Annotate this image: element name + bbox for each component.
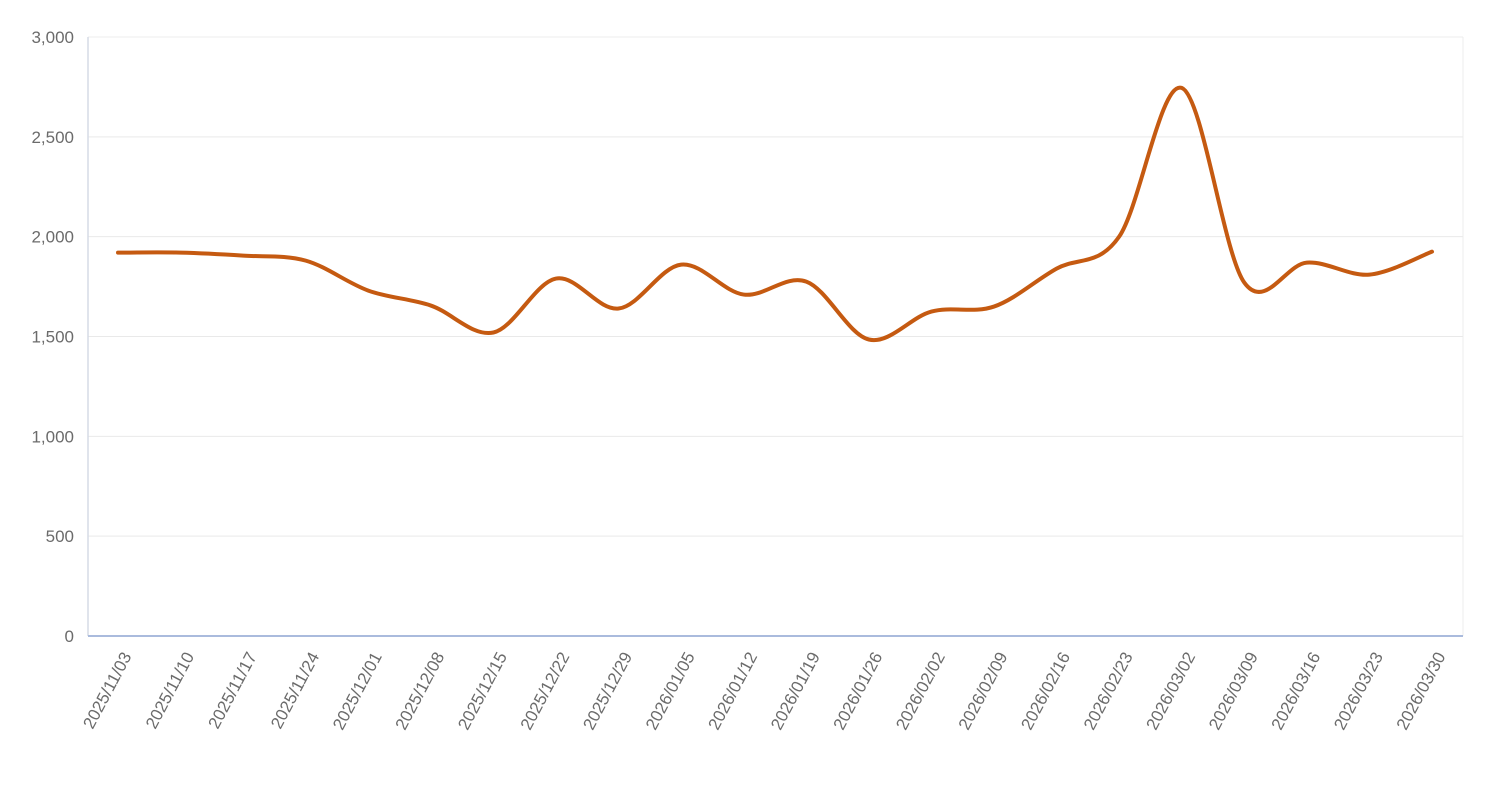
x-tick-label: 2026/01/12 [705,649,762,733]
data-point [1241,280,1247,286]
x-tick-label: 2026/02/02 [892,649,949,733]
data-point [1304,260,1310,266]
series-line [116,85,1434,343]
data-point [1366,272,1372,278]
y-axis-ticks: 0 500 1,000 1,500 2,000 2,500 3,000 [31,28,74,646]
x-tick-label: 2026/03/16 [1268,649,1325,733]
data-point [553,276,559,282]
x-tick-label: 2026/03/09 [1205,649,1262,733]
x-tick-label: 2026/02/09 [955,649,1012,733]
y-tick-label: 2,500 [31,128,74,147]
y-tick-label: 3,000 [31,28,74,47]
data-point [616,306,622,312]
axes [87,36,1464,637]
data-point [928,309,934,315]
data-point [1429,249,1435,255]
y-tick-label: 1,000 [31,427,74,446]
y-tick-label: 0 [65,627,74,646]
x-tick-label: 2025/12/15 [454,649,511,733]
y-tick-label: 1,500 [31,328,74,347]
data-point [240,253,246,259]
data-point [991,304,997,310]
x-tick-label: 2025/12/08 [392,649,449,733]
data-point [490,330,496,336]
data-point [115,250,121,256]
x-tick-label: 2025/12/01 [329,649,386,733]
data-point [1179,85,1185,91]
x-tick-label: 2026/03/02 [1143,649,1200,733]
data-point [1116,234,1122,240]
x-axis-ticks: 2025/11/03 2025/11/10 2025/11/17 2025/11/24… [79,649,1449,733]
data-point [178,250,184,256]
x-tick-label: 2026/03/23 [1330,649,1387,733]
x-tick-label: 2025/12/22 [517,649,574,733]
x-tick-label: 2025/11/10 [142,649,198,732]
x-tick-label: 2025/12/29 [579,649,636,733]
data-point [803,279,809,285]
x-tick-label: 2025/11/17 [205,649,261,732]
series-layer [115,85,1435,343]
data-point [1054,266,1060,272]
data-point [428,303,434,309]
y-tick-label: 2,000 [31,228,74,247]
data-point [678,262,684,268]
y-tick-label: 500 [46,527,74,546]
x-tick-label: 2026/03/30 [1393,649,1450,733]
x-tick-label: 2026/01/19 [767,649,824,733]
x-tick-label: 2025/11/24 [267,649,323,732]
x-tick-label: 2026/01/26 [830,649,887,733]
data-point [303,258,309,264]
data-point [741,292,747,298]
x-tick-label: 2026/02/16 [1017,649,1074,733]
x-tick-label: 2026/02/23 [1080,649,1137,733]
x-tick-label: 2026/01/05 [642,649,699,733]
x-tick-label: 2025/11/03 [79,649,135,732]
data-point [365,288,371,294]
data-point [866,336,872,342]
